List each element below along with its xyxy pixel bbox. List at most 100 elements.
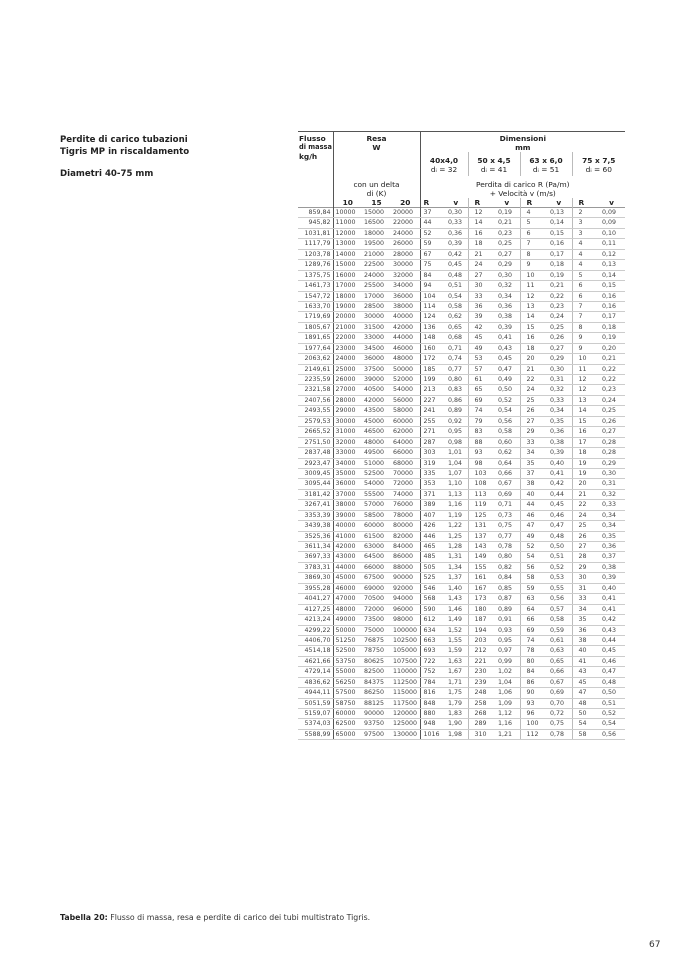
r-63-cell: 58 — [519, 572, 546, 584]
flow-cell: 2063,62 — [298, 353, 333, 365]
v-75-cell: 0,46 — [598, 656, 626, 668]
r-75-cell: 29 — [571, 562, 598, 574]
r-63-cell: 40 — [519, 489, 546, 501]
table-row: 3181,42 37000 55500 74000 371 1,13 113 0,69 40 0,… — [298, 489, 626, 501]
v-63-cell: 0,78 — [546, 729, 572, 741]
r-50-cell: 57 — [467, 364, 494, 376]
flow-cell: 4213,24 — [298, 614, 333, 626]
r-50-cell: 268 — [467, 708, 494, 720]
v-40-cell: 0,71 — [444, 343, 468, 355]
table-row: 1375,75 16000 24000 32000 84 0,48 27 0,30 10 0,19… — [298, 270, 626, 282]
resa-10-cell: 31000 — [332, 426, 362, 438]
r-40-cell: 319 — [419, 458, 444, 469]
resa-10-cell: 34000 — [332, 458, 362, 469]
v-50-cell: 0,29 — [494, 259, 520, 271]
resa-15-cell: 39000 — [362, 374, 391, 386]
v-40-cell: 0,98 — [444, 437, 468, 449]
r-50-cell: 113 — [467, 489, 494, 501]
r-63-cell: 63 — [519, 593, 546, 605]
v-75-cell: 0,23 — [598, 384, 626, 396]
resa-20-cell: 107500 — [391, 656, 420, 668]
resa-20-cell: 28000 — [391, 249, 420, 261]
table-row: 3095,44 36000 54000 72000 353 1,10 108 0,67 38 0,… — [298, 478, 626, 490]
v-75-cell: 0,13 — [598, 259, 626, 271]
v-63-cell: 0,70 — [546, 698, 572, 710]
resa-20-cell: 56000 — [391, 395, 420, 407]
r-40-cell: 104 — [419, 291, 444, 302]
resa-10-cell: 19000 — [332, 301, 362, 313]
r-50-cell: 14 — [467, 217, 494, 229]
r-63-cell: 59 — [519, 583, 546, 595]
r-63-cell: 10 — [519, 270, 546, 282]
v-50-cell: 0,41 — [494, 332, 520, 344]
r-40-cell: 287 — [419, 437, 444, 449]
v-50-cell: 0,39 — [494, 322, 520, 334]
v-75-cell: 0,10 — [598, 228, 626, 240]
r-75-cell: 11 — [571, 364, 598, 376]
v-50-cell: 0,64 — [494, 458, 520, 469]
r-75-cell: 33 — [571, 593, 598, 605]
r-50-cell: 79 — [467, 416, 494, 428]
r-50-cell: 258 — [467, 698, 494, 710]
r-75-cell: 35 — [571, 614, 598, 626]
r-40-cell: 693 — [419, 645, 444, 657]
v-40-cell: 1,55 — [444, 635, 468, 647]
v-75-cell: 0,35 — [598, 531, 626, 543]
v-63-cell: 0,46 — [546, 510, 572, 522]
r-63-cell: 93 — [519, 698, 546, 710]
r-40-cell: 465 — [419, 541, 444, 553]
resa-20-cell: 88000 — [391, 562, 420, 574]
v-63-cell: 0,50 — [546, 541, 572, 553]
v-40-cell: 1,79 — [444, 698, 468, 710]
table-row: 5374,03 62500 93750 125000 948 1,90 289 1,16 100… — [298, 718, 626, 730]
table-row: 1547,72 18000 17000 36000 104 0,54 33 0,34 12 0,2… — [298, 291, 626, 302]
v-75-cell: 0,18 — [598, 322, 626, 334]
v-40-cell: 1,98 — [444, 729, 468, 741]
v-50-cell: 0,62 — [494, 447, 520, 459]
r-40-cell: 241 — [419, 405, 444, 417]
v-50-cell: 0,25 — [494, 238, 520, 250]
v-40-cell: 0,62 — [444, 311, 468, 323]
resa-20-cell: 60000 — [391, 416, 420, 428]
v-40-cell: 0,92 — [444, 416, 468, 428]
resa-20-cell: 64000 — [391, 437, 420, 449]
v-40-cell: 1,28 — [444, 541, 468, 553]
r-40-cell: 271 — [419, 426, 444, 438]
r-50-cell: 88 — [467, 437, 494, 449]
resa-20-cell: 46000 — [391, 343, 420, 355]
r-63-cell: 64 — [519, 604, 546, 616]
r-50-cell: 27 — [467, 270, 494, 282]
v-63-cell: 0,24 — [546, 311, 572, 323]
resa-10-cell: 36000 — [332, 478, 362, 490]
r-75-cell: 4 — [571, 259, 598, 271]
flow-cell: 5588,99 — [298, 729, 333, 741]
resa-20-cell: 52000 — [391, 374, 420, 386]
resa-20-cell: 117500 — [391, 698, 420, 710]
flow-cell: 1719,69 — [298, 311, 333, 323]
v-63-cell: 0,58 — [546, 614, 572, 626]
v-40-cell: 1,19 — [444, 510, 468, 522]
resa-20-cell: 44000 — [391, 332, 420, 344]
r-40-cell: 52 — [419, 228, 444, 240]
v-40-cell: 1,71 — [444, 677, 468, 689]
r-75-cell: 13 — [571, 395, 598, 407]
v-63-cell: 0,51 — [546, 551, 572, 563]
resa-10-cell: 62500 — [332, 718, 362, 730]
v-75-cell: 0,48 — [598, 677, 626, 689]
resa-15-cell: 80625 — [362, 656, 391, 668]
resa-10-cell: 17000 — [332, 280, 362, 292]
v-75-cell: 0,09 — [598, 217, 626, 229]
flow-cell: 3353,39 — [298, 510, 333, 522]
v-75-cell: 0,22 — [598, 374, 626, 386]
v-63-cell: 0,40 — [546, 458, 572, 469]
v-50-cell: 0,43 — [494, 343, 520, 355]
header-r: R — [419, 198, 444, 208]
v-63-cell: 0,69 — [546, 687, 572, 699]
resa-10-cell: 52500 — [332, 645, 362, 657]
r-50-cell: 125 — [467, 510, 494, 522]
resa-20-cell: 110000 — [391, 666, 420, 678]
r-40-cell: 67 — [419, 249, 444, 261]
table-row: 4621,66 53750 80625 107500 722 1,63 221 0,99 80 0… — [298, 656, 626, 668]
v-40-cell: 1,43 — [444, 593, 468, 605]
resa-15-cell: 84375 — [362, 677, 391, 689]
